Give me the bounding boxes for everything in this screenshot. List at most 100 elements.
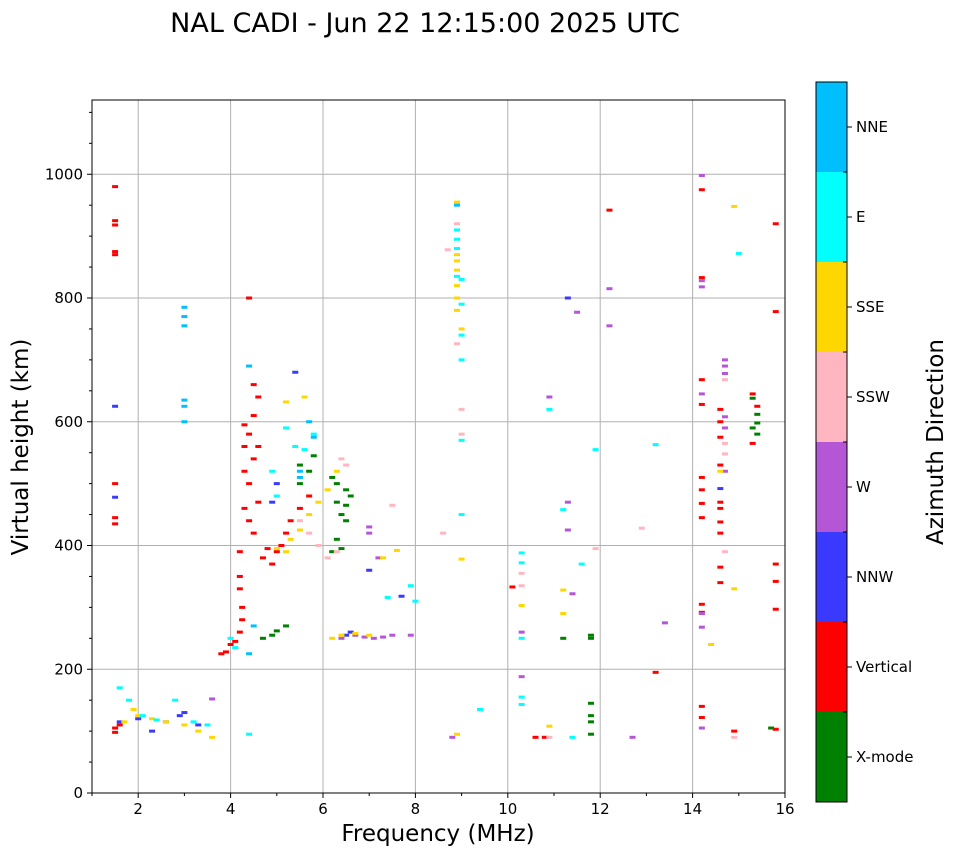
data-point-vertical bbox=[218, 652, 225, 656]
data-point-vertical bbox=[112, 250, 119, 254]
data-point-e bbox=[153, 718, 160, 722]
data-point-ssw bbox=[324, 556, 331, 560]
data-point-sse bbox=[296, 528, 303, 532]
data-point-x-mode bbox=[587, 714, 594, 718]
data-point-nnw bbox=[347, 630, 354, 634]
data-point-nne bbox=[246, 364, 253, 368]
data-point-vertical bbox=[772, 727, 779, 731]
data-point-e bbox=[652, 443, 659, 447]
data-point-sse bbox=[453, 296, 460, 300]
data-point-e bbox=[560, 508, 567, 512]
data-point-vertical bbox=[731, 729, 738, 733]
data-point-w bbox=[629, 735, 636, 739]
data-point-sse bbox=[453, 284, 460, 288]
data-point-vertical bbox=[250, 414, 257, 418]
data-point-x-mode bbox=[343, 488, 350, 492]
data-point-nnw bbox=[112, 404, 119, 408]
data-point-vertical bbox=[754, 404, 761, 408]
data-point-w bbox=[721, 358, 728, 362]
data-point-nne bbox=[246, 652, 253, 656]
data-point-e bbox=[453, 274, 460, 278]
x-tick-label: 8 bbox=[411, 800, 421, 818]
colorbar-label-sse: SSE bbox=[856, 298, 885, 316]
colorbar-label-vertical: Vertical bbox=[856, 658, 912, 676]
colorbar-segment bbox=[816, 532, 847, 622]
y-tick-label: 600 bbox=[54, 413, 83, 431]
data-point-e bbox=[518, 551, 525, 555]
data-point-w bbox=[449, 735, 456, 739]
colorbar: X-mode Vertical NNW W SSW SSE E NNE bbox=[815, 81, 913, 803]
data-point-e bbox=[735, 251, 742, 255]
data-point-vertical bbox=[306, 494, 313, 498]
data-point-e bbox=[518, 561, 525, 565]
chart-title: NAL CADI - Jun 22 12:15:00 2025 UTC bbox=[170, 8, 680, 39]
data-point-vertical bbox=[717, 500, 724, 504]
data-point-w bbox=[721, 426, 728, 430]
data-point-nnw bbox=[176, 714, 183, 718]
data-point-w bbox=[375, 556, 382, 560]
data-point-e bbox=[477, 707, 484, 711]
data-point-vertical bbox=[239, 618, 246, 622]
data-point-sse bbox=[181, 723, 188, 727]
data-point-w bbox=[407, 633, 414, 637]
colorbar-label-w: W bbox=[856, 478, 871, 496]
data-point-vertical bbox=[717, 420, 724, 424]
data-point-nne bbox=[181, 324, 188, 328]
data-point-x-mode bbox=[343, 519, 350, 523]
x-tick-label: 2 bbox=[133, 800, 143, 818]
data-point-e bbox=[407, 584, 414, 588]
data-point-vertical bbox=[698, 402, 705, 406]
data-point-x-mode bbox=[560, 636, 567, 640]
data-point-w bbox=[721, 371, 728, 375]
data-point-x-mode bbox=[754, 421, 761, 425]
data-point-vertical bbox=[698, 188, 705, 192]
data-point-w bbox=[366, 531, 373, 535]
data-point-x-mode bbox=[333, 537, 340, 541]
data-point-vertical bbox=[241, 506, 248, 510]
data-point-sse bbox=[393, 548, 400, 552]
data-point-vertical bbox=[246, 296, 253, 300]
x-tick-label: 4 bbox=[226, 800, 236, 818]
data-point-e bbox=[125, 698, 132, 702]
x-tick-label: 10 bbox=[498, 800, 517, 818]
data-point-ssw bbox=[458, 407, 465, 411]
data-point-ssw bbox=[731, 735, 738, 739]
data-point-vertical bbox=[541, 735, 548, 739]
data-point-sse bbox=[287, 537, 294, 541]
data-point-e bbox=[139, 714, 146, 718]
data-point-vertical bbox=[717, 435, 724, 439]
data-point-e bbox=[458, 302, 465, 306]
data-point-sse bbox=[162, 720, 169, 724]
data-point-vertical bbox=[112, 730, 119, 734]
data-point-nne bbox=[306, 420, 313, 424]
data-point-nnw bbox=[343, 633, 350, 637]
data-point-e bbox=[301, 448, 308, 452]
data-point-e bbox=[283, 426, 290, 430]
data-point-w bbox=[721, 469, 728, 473]
data-point-vertical bbox=[717, 581, 724, 585]
data-point-ssw bbox=[296, 519, 303, 523]
data-point-x-mode bbox=[754, 412, 761, 416]
data-point-vertical bbox=[222, 650, 229, 654]
data-point-nne bbox=[181, 398, 188, 402]
data-point-e bbox=[310, 432, 317, 436]
data-point-e bbox=[518, 695, 525, 699]
data-point-vertical bbox=[112, 223, 119, 227]
data-point-nne bbox=[296, 475, 303, 479]
data-point-vertical bbox=[698, 276, 705, 280]
data-point-vertical bbox=[698, 516, 705, 520]
data-point-sse bbox=[324, 488, 331, 492]
colorbar-label-x-mode: X-mode bbox=[856, 748, 913, 766]
data-point-sse bbox=[283, 550, 290, 554]
data-point-nne bbox=[310, 435, 317, 439]
data-point-x-mode bbox=[587, 701, 594, 705]
data-point-sse bbox=[329, 636, 336, 640]
data-point-vertical bbox=[112, 726, 119, 730]
data-point-vertical bbox=[236, 550, 243, 554]
data-point-x-mode bbox=[587, 732, 594, 736]
data-point-e bbox=[246, 732, 253, 736]
data-point-ssw bbox=[546, 735, 553, 739]
data-point-vertical bbox=[749, 441, 756, 445]
x-tick-label: 14 bbox=[683, 800, 702, 818]
